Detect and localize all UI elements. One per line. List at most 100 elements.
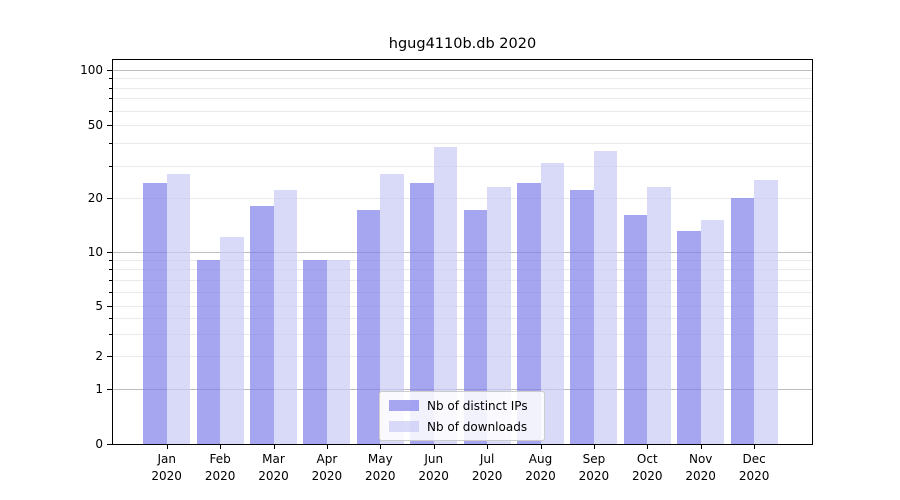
xtick-year-mar: 2020 xyxy=(258,469,289,483)
ytick-mark-100 xyxy=(107,70,113,71)
xtick-mark-mar xyxy=(273,444,275,449)
bar-downloads-dec xyxy=(754,179,778,444)
gridline-y-40 xyxy=(113,142,812,144)
ytick-minor-mark-9 xyxy=(109,259,113,261)
bar-distinct-ips-mar xyxy=(250,205,274,444)
bar-downloads-may xyxy=(380,173,404,444)
ytick-minor-mark-70 xyxy=(109,98,113,100)
ytick-minor-mark-90 xyxy=(109,78,113,80)
xtick-mark-jul xyxy=(487,444,489,449)
bar-distinct-ips-jul xyxy=(463,210,488,444)
xtick-mark-oct xyxy=(647,444,649,449)
ytick-mark-5 xyxy=(107,306,113,307)
gridline-y-10 xyxy=(113,251,812,253)
gridline-y-8 xyxy=(113,269,812,271)
bar-distinct-ips-jun xyxy=(410,183,434,444)
xtick-mark-apr xyxy=(326,444,328,449)
gridline-y-7 xyxy=(113,279,812,281)
bar-distinct-ips-apr xyxy=(303,259,327,444)
bar-distinct-ips-sep xyxy=(570,190,594,444)
ytick-label-50: 50 xyxy=(87,118,103,132)
xtick-label-may: May 2020 xyxy=(350,451,410,485)
gridline-y-6 xyxy=(113,291,812,293)
gridline-y-20 xyxy=(113,197,812,199)
xtick-label-jun: Jun 2020 xyxy=(404,451,464,485)
bar-downloads-nov xyxy=(700,220,725,444)
legend-swatch-distinct-ips xyxy=(389,400,419,411)
xtick-label-oct: Oct 2020 xyxy=(617,451,677,485)
xtick-year-feb: 2020 xyxy=(204,469,236,483)
xtick-year-jul: 2020 xyxy=(471,469,503,483)
bar-distinct-ips-dec xyxy=(730,197,755,444)
bar-downloads-mar xyxy=(273,190,297,444)
ytick-minor-mark-7 xyxy=(109,279,113,281)
xtick-mark-nov xyxy=(700,444,702,449)
xtick-mark-aug xyxy=(540,444,542,449)
xtick-year-dec: 2020 xyxy=(738,469,770,483)
xtick-label-feb: Feb 2020 xyxy=(190,451,250,485)
ytick-mark-2 xyxy=(107,356,113,357)
xtick-year-apr: 2020 xyxy=(311,469,343,483)
gridline-y-90 xyxy=(113,78,812,80)
xtick-mark-sep xyxy=(593,444,595,449)
gridline-y-5 xyxy=(113,306,812,307)
ytick-label-0: 0 xyxy=(95,437,103,451)
xtick-year-jan: 2020 xyxy=(151,469,182,483)
ytick-label-5: 5 xyxy=(95,299,103,313)
legend-label-downloads: Nb of downloads xyxy=(427,419,528,434)
xtick-label-sep: Sep 2020 xyxy=(564,451,624,485)
bar-downloads-jun xyxy=(433,146,458,444)
gridline-y-2 xyxy=(113,356,812,357)
ytick-mark-1 xyxy=(107,389,113,390)
ytick-mark-0 xyxy=(107,444,113,445)
ytick-minor-mark-4 xyxy=(109,318,113,320)
xtick-label-nov: Nov 2020 xyxy=(671,451,731,485)
bar-distinct-ips-nov xyxy=(677,231,701,444)
bar-downloads-aug xyxy=(540,162,564,444)
ytick-label-10: 10 xyxy=(87,244,103,259)
ytick-minor-mark-80 xyxy=(109,87,113,89)
ytick-mark-10 xyxy=(107,251,113,253)
ytick-minor-mark-60 xyxy=(109,110,113,112)
ytick-minor-mark-30 xyxy=(109,165,113,167)
legend: Nb of distinct IPs Nb of downloads xyxy=(379,391,545,441)
bar-distinct-ips-oct xyxy=(623,215,648,444)
ytick-minor-mark-3 xyxy=(109,333,113,335)
ytick-label-2: 2 xyxy=(95,349,103,363)
ytick-minor-mark-8 xyxy=(109,269,113,271)
xtick-label-aug: Aug 2020 xyxy=(511,451,571,485)
xtick-year-aug: 2020 xyxy=(525,469,556,483)
bar-distinct-ips-jan xyxy=(143,183,167,444)
xtick-mark-feb xyxy=(220,444,222,449)
ytick-minor-mark-6 xyxy=(109,291,113,293)
xtick-mark-may xyxy=(380,444,382,449)
legend-item-downloads: Nb of downloads xyxy=(389,418,535,435)
ytick-mark-50 xyxy=(107,125,113,126)
xtick-label-dec: Dec 2020 xyxy=(724,451,784,485)
ytick-label-20: 20 xyxy=(87,190,103,205)
xtick-year-nov: 2020 xyxy=(685,469,716,483)
xtick-year-oct: 2020 xyxy=(632,469,663,483)
plot-area xyxy=(113,60,812,444)
xtick-label-jul: Jul 2020 xyxy=(457,451,517,485)
legend-item-distinct-ips: Nb of distinct IPs xyxy=(389,397,535,414)
legend-swatch-downloads xyxy=(389,421,419,432)
bar-distinct-ips-feb xyxy=(196,259,221,444)
xtick-label-mar: Mar 2020 xyxy=(244,451,304,485)
gridline-y-50 xyxy=(113,125,812,126)
gridline-y-60 xyxy=(113,110,812,112)
xtick-label-jan: Jan 2020 xyxy=(137,451,197,485)
bar-downloads-feb xyxy=(220,237,244,444)
ytick-mark-20 xyxy=(107,197,113,199)
xtick-year-jun: 2020 xyxy=(418,469,449,483)
xtick-year-may: 2020 xyxy=(365,469,396,483)
xtick-label-apr: Apr 2020 xyxy=(297,451,357,485)
legend-label-distinct-ips: Nb of distinct IPs xyxy=(427,398,528,413)
xtick-mark-jun xyxy=(433,444,435,449)
bar-distinct-ips-aug xyxy=(517,183,541,444)
gridline-y-4 xyxy=(113,318,812,320)
gridline-y-3 xyxy=(113,333,812,335)
gridline-y-80 xyxy=(113,87,812,89)
bar-downloads-jul xyxy=(487,186,511,444)
